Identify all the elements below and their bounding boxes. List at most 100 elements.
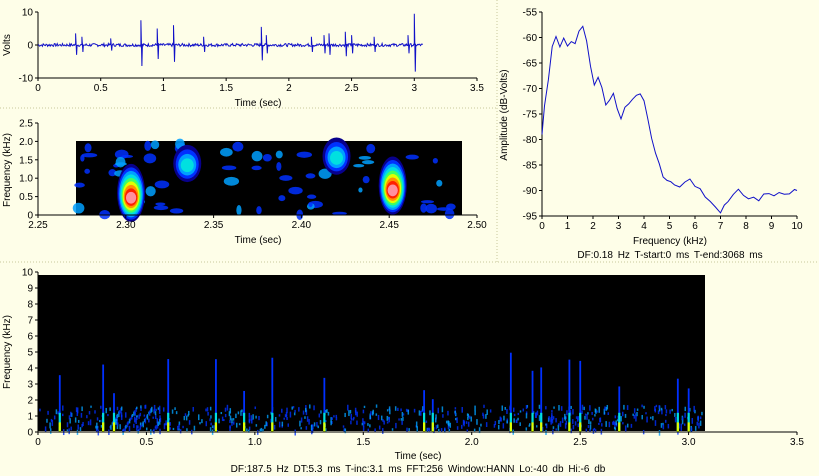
- full-noise-cell: [220, 411, 223, 415]
- zoom-noise-cell: [405, 154, 419, 160]
- full-noise-cell: [116, 406, 119, 411]
- full-noise-cell: [178, 421, 181, 426]
- full-noise-cell: [199, 421, 201, 425]
- full-noise-cell: [136, 406, 138, 410]
- full-noise-cell: [586, 414, 588, 420]
- full-noise-cell: [680, 423, 683, 429]
- full-noise-cell: [151, 406, 153, 412]
- full-noise-cell: [99, 419, 101, 423]
- full-noise-cell: [577, 423, 580, 428]
- full-noise-cell: [473, 428, 476, 432]
- full-noise-cell: [70, 411, 72, 417]
- full-noise-cell: [577, 416, 579, 421]
- full-event-column: [113, 393, 115, 432]
- full-noise-cell: [240, 410, 242, 416]
- full-spectrogram-panel: 0 0.5 1.0 1.5 2.0 2.5 3.0 3.5 0 1 2 3 4 5 6 7 8 9 10 Time…: [2, 268, 804, 476]
- spectrum-y-label: Amplitude (dB-Volts): [499, 69, 510, 160]
- full-noise-cell: [264, 424, 266, 429]
- full-event-column: [618, 386, 621, 432]
- zoom-noise-cell: [366, 143, 376, 154]
- waveform-y-tick-label: 0: [27, 41, 33, 52]
- zoom-y-tick-label: 0.5: [19, 192, 33, 203]
- full-noise-cell: [548, 416, 550, 421]
- full-noise-cell: [118, 410, 121, 415]
- full-noise-cell: [662, 422, 664, 426]
- full-noise-cell: [286, 416, 288, 420]
- waveform-x-label: Time (sec): [235, 98, 282, 109]
- full-noise-cell: [401, 420, 403, 425]
- full-noise-cell: [362, 421, 365, 427]
- spectrum-y-tick-label: -55: [523, 8, 538, 19]
- full-noise-cell: [506, 420, 508, 424]
- full-y-tick-label: 2: [27, 396, 33, 407]
- full-noise-cell: [513, 418, 515, 423]
- full-noise-cell: [583, 406, 585, 411]
- full-noise-cell: [347, 404, 349, 411]
- full-noise-cell: [331, 417, 333, 420]
- full-noise-cell: [115, 418, 118, 421]
- full-y-tick-label: 7: [27, 316, 33, 327]
- full-noise-cell: [330, 421, 332, 426]
- full-noise-cell: [408, 428, 410, 431]
- full-noise-cell: [525, 411, 528, 415]
- full-noise-cell: [88, 411, 91, 415]
- full-footer: DF:187.5 Hz DT:5.3 ms T-inc:3.1 ms FFT:2…: [231, 464, 606, 475]
- full-noise-cell: [603, 408, 606, 415]
- zoom-noise-cell: [420, 203, 427, 213]
- full-noise-cell: [560, 406, 563, 411]
- full-noise-cell: [201, 419, 203, 424]
- full-noise-cell: [105, 407, 107, 414]
- full-noise-cell: [349, 409, 352, 414]
- full-noise-cell: [550, 419, 552, 425]
- full-noise-cell: [223, 419, 225, 422]
- full-noise-cell: [50, 418, 53, 422]
- full-noise-cell: [107, 414, 109, 417]
- full-event-column: [102, 364, 105, 432]
- full-noise-cell: [100, 405, 102, 409]
- full-noise-cell: [467, 421, 470, 427]
- full-noise-cell: [148, 410, 151, 416]
- full-noise-cell: [436, 424, 439, 429]
- full-noise-cell: [467, 416, 469, 420]
- full-noise-cell: [229, 408, 232, 414]
- full-noise-cell: [320, 410, 322, 414]
- spectrum-x-tick-label: 7: [718, 221, 724, 232]
- full-noise-cell: [293, 412, 296, 416]
- full-noise-cell: [74, 417, 77, 423]
- full-noise-cell: [575, 416, 578, 419]
- full-noise-cell: [184, 413, 187, 417]
- full-noise-cell: [135, 407, 137, 412]
- full-noise-cell: [238, 423, 241, 426]
- full-noise-cell: [596, 410, 598, 413]
- full-noise-cell: [681, 417, 684, 421]
- full-event-peak: [618, 422, 621, 432]
- full-noise-cell: [696, 421, 699, 426]
- zoom-y-tick-label: 1.5: [19, 155, 33, 166]
- full-noise-cell: [622, 422, 624, 425]
- full-noise-cell: [325, 410, 327, 413]
- full-noise-cell: [599, 417, 602, 423]
- full-noise-cell: [552, 426, 555, 429]
- power-spectrum-panel: 0 1 2 3 4 5 6 7 8 9 10 -55 -60 -65 -70 -75 -80 -85 -90 -95…: [499, 8, 803, 262]
- full-noise-cell: [49, 422, 51, 429]
- full-noise-cell: [636, 411, 638, 417]
- full-noise-cell: [612, 421, 614, 425]
- full-x-ticks: 0 0.5 1.0 1.5 2.0 2.5 3.0 3.5: [35, 432, 804, 448]
- full-noise-cell: [433, 427, 435, 434]
- full-noise-cell: [697, 415, 699, 422]
- full-noise-cell: [206, 407, 209, 412]
- full-noise-cell: [131, 413, 134, 417]
- full-noise-cell: [57, 411, 59, 415]
- full-noise-cell: [661, 409, 663, 415]
- full-noise-cell: [517, 412, 520, 416]
- zoom-noise-cell: [143, 153, 157, 164]
- full-noise-cell: [97, 425, 99, 429]
- full-noise-cell: [126, 422, 129, 428]
- full-noise-cell: [278, 414, 281, 417]
- full-noise-cell: [388, 406, 391, 411]
- full-noise-cell: [395, 422, 397, 429]
- full-event-peak: [431, 422, 434, 432]
- spectrum-x-ticks: 0 1 2 3 4 5 6 7 8 9 10: [539, 216, 803, 232]
- full-noise-cell: [302, 410, 305, 415]
- full-noise-cell: [188, 410, 190, 416]
